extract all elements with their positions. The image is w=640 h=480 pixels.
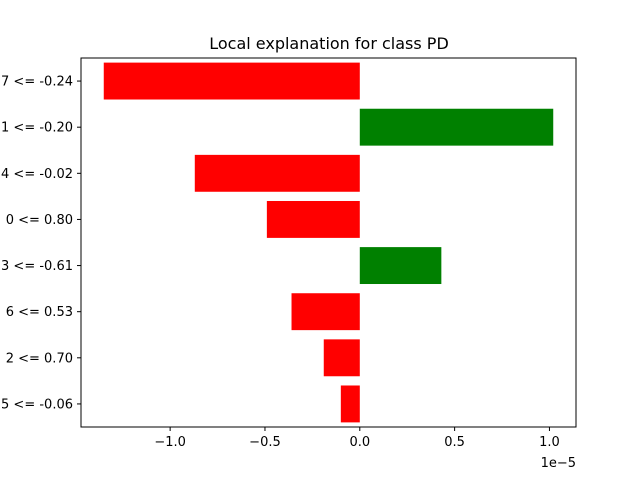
bar-0 <box>103 62 360 100</box>
bar-1 <box>359 108 554 146</box>
x-tick-label-0: −1.0 <box>154 435 186 450</box>
y-tick-label-7: 5 <= -0.06 <box>1 397 73 412</box>
bar-2 <box>194 154 360 192</box>
y-tick-label-6: 2 <= 0.70 <box>6 351 73 366</box>
plot-area-frame <box>80 57 577 428</box>
y-axis-ticks: 7 <= -0.24 1 <= -0.20 4 <= -0.02 0 <= 0.80 3… <box>1 75 81 412</box>
chart-title: Local explanation for class PD <box>209 34 449 53</box>
y-tick-label-3: 0 <= 0.80 <box>6 213 73 228</box>
x-axis-offset-label: 1e−5 <box>541 456 576 471</box>
y-tick-label-4: 3 <= -0.61 <box>1 259 73 274</box>
bar-4 <box>359 247 442 285</box>
bar-7 <box>340 385 360 423</box>
y-tick-label-1: 1 <= -0.20 <box>1 121 73 136</box>
x-tick-label-4: 1.0 <box>539 435 560 450</box>
bars-group <box>103 62 554 423</box>
x-tick-label-2: 0.0 <box>349 435 370 450</box>
bar-5 <box>291 293 360 331</box>
y-tick-label-0: 7 <= -0.24 <box>1 75 73 90</box>
y-tick-label-5: 6 <= 0.53 <box>6 305 73 320</box>
x-tick-label-1: −0.5 <box>249 435 281 450</box>
bar-3 <box>266 200 360 238</box>
x-axis-ticks: −1.0 −0.5 0.0 0.5 1.0 <box>154 427 560 450</box>
x-tick-label-3: 0.5 <box>444 435 465 450</box>
bar-6 <box>323 339 360 377</box>
y-tick-label-2: 4 <= -0.02 <box>1 167 73 182</box>
